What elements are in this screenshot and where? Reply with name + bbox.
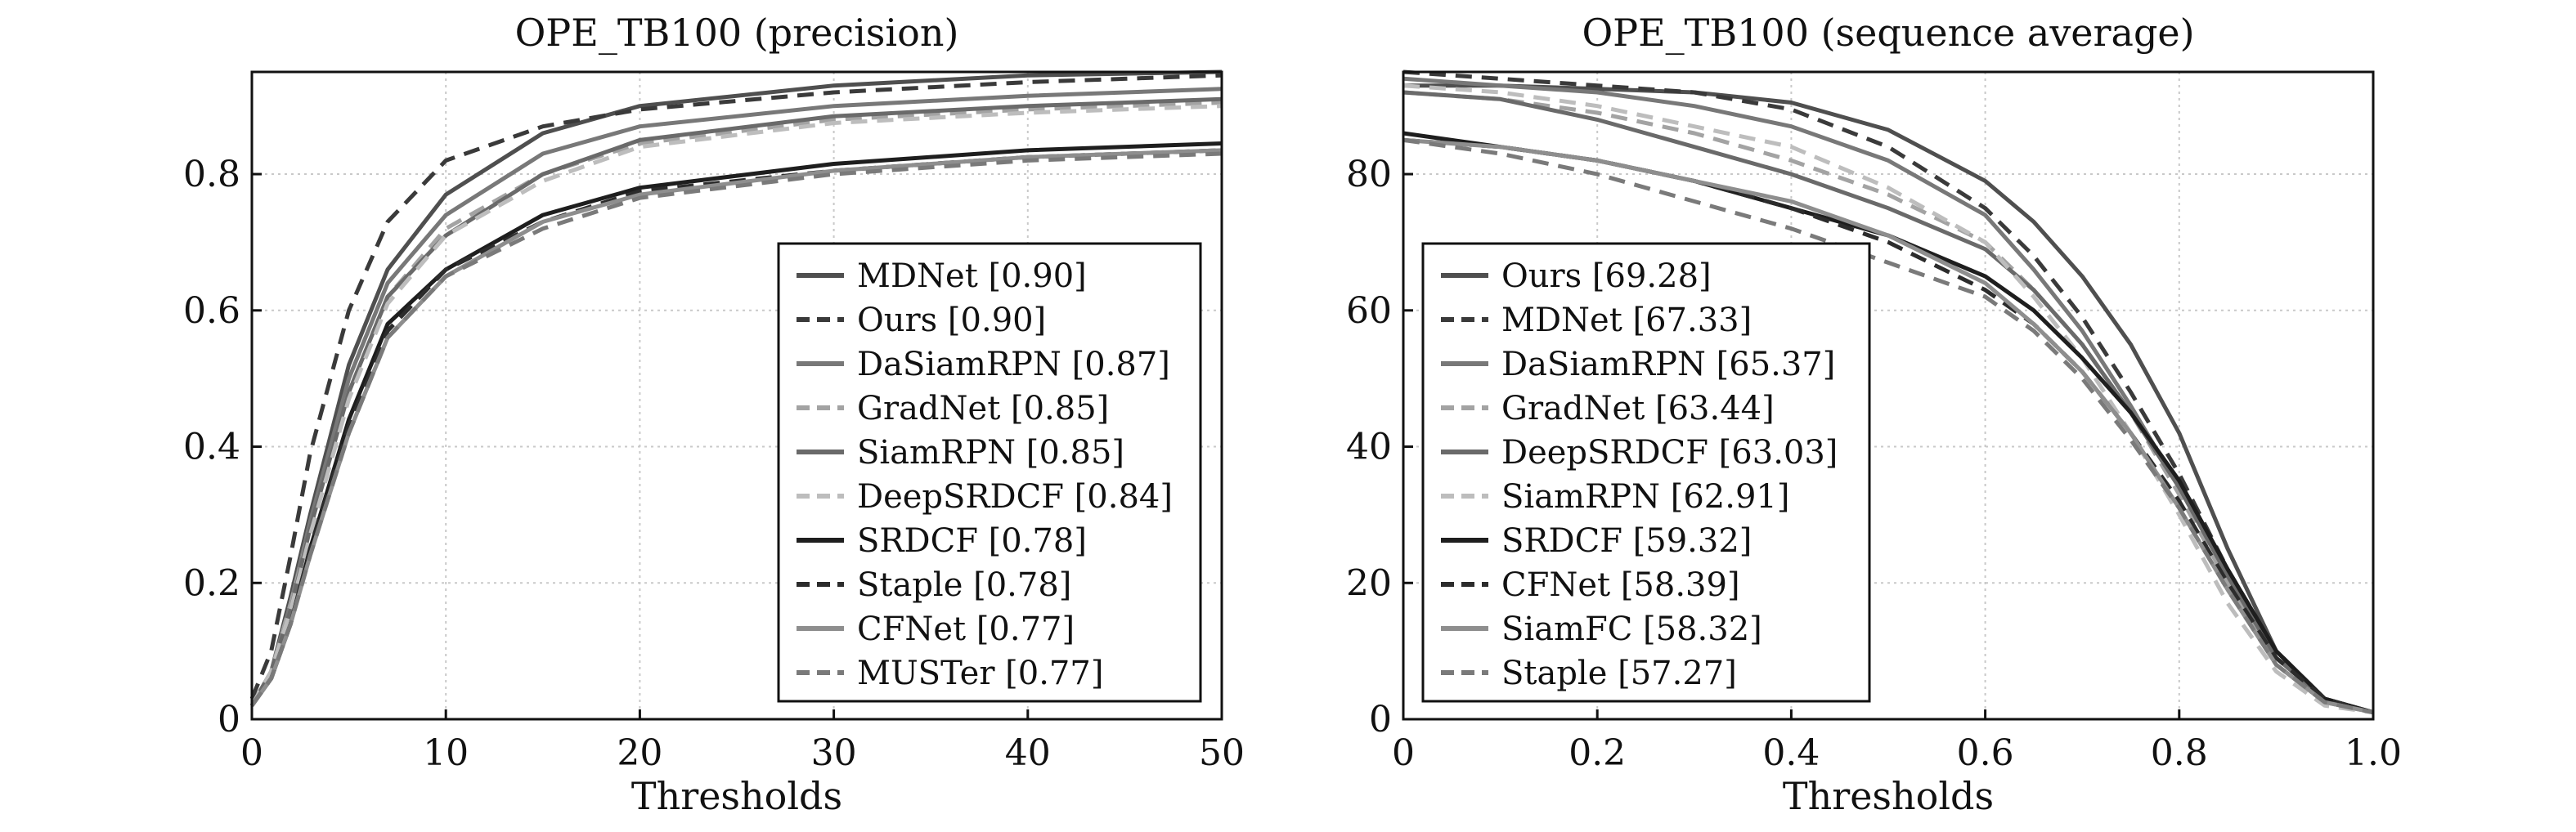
series-line-3	[249, 101, 1223, 707]
x-tick-label: 40	[1005, 732, 1051, 774]
y-tick-label: 0.8	[183, 154, 240, 195]
series-line-1	[249, 73, 1223, 700]
x-tick-label: 0.6	[1957, 732, 2014, 774]
legend: MDNet [0.90] Ours [0.90] DaSiamRPN [0.87] G…	[777, 242, 1202, 703]
series-line-5	[249, 104, 1223, 707]
legend-label-0: Ours [69.28]	[1501, 257, 1712, 295]
legend-label-4: SiamRPN [0.85]	[857, 434, 1124, 472]
x-tick-label: 30	[811, 732, 857, 774]
legend-label-8: SiamFC [58.32]	[1501, 611, 1762, 648]
series-line-9	[1402, 137, 2374, 715]
legend: Ours [69.28] MDNet [67.33] DaSiamRPN [65.3…	[1421, 242, 1871, 703]
series-line-5	[1402, 83, 2374, 715]
y-tick-label: 0	[218, 699, 240, 740]
x-axis-label: Thresholds	[631, 774, 842, 818]
legend-label-3: GradNet [63.44]	[1501, 390, 1775, 427]
y-tick-label: 20	[1346, 562, 1392, 604]
y-tick-label: 60	[1346, 290, 1392, 332]
legend-label-9: MUSTer [0.77]	[857, 655, 1103, 692]
legend-box	[1421, 242, 1871, 703]
legend-label-9: Staple [57.27]	[1501, 655, 1737, 692]
legend-label-0: MDNet [0.90]	[857, 257, 1087, 295]
y-tick-label: 80	[1346, 154, 1392, 195]
x-tick-label: 10	[423, 732, 469, 774]
legend-label-1: MDNet [67.33]	[1501, 302, 1752, 339]
legend-label-5: DeepSRDCF [0.84]	[857, 478, 1173, 516]
x-tick-label: 0.8	[2151, 732, 2208, 774]
y-tick-label: 0.2	[183, 562, 240, 604]
x-tick-label: 1.0	[2345, 732, 2402, 774]
y-tick-label: 40	[1346, 427, 1392, 468]
series-line-9	[249, 151, 1223, 707]
legend-label-2: DaSiamRPN [0.87]	[857, 346, 1170, 383]
chart-title: OPE_TB100 (precision)	[515, 11, 959, 55]
x-tick-label: 0	[240, 732, 263, 774]
legend-label-2: DaSiamRPN [65.37]	[1501, 346, 1835, 383]
y-tick-label: 0.6	[183, 290, 240, 332]
sequence-average-chart-panel: 0 0.2 0.4 0.6 0.8 1.0 0 20 40 60 80 OPE_TB100 (sequ…	[1346, 11, 2402, 818]
plot-frame	[1402, 70, 2375, 721]
y-tick-label: 0.4	[183, 427, 240, 468]
x-tick-label: 0.2	[1568, 732, 1626, 774]
legend-label-6: SRDCF [0.78]	[857, 522, 1087, 560]
x-tick-label: 20	[617, 732, 662, 774]
legend-box	[777, 242, 1202, 703]
legend-label-4: DeepSRDCF [63.03]	[1501, 434, 1838, 472]
series-line-0	[1403, 83, 2374, 715]
x-tick-label: 0.4	[1762, 732, 1820, 774]
legend-label-1: Ours [0.90]	[857, 302, 1046, 339]
legend-label-6: SRDCF [59.32]	[1501, 522, 1752, 560]
plot-frame	[250, 70, 1223, 721]
x-tick-label: 0	[1392, 732, 1415, 774]
legend-label-7: CFNet [58.39]	[1501, 566, 1740, 604]
legend-label-5: SiamRPN [62.91]	[1501, 478, 1789, 516]
legend-label-3: GradNet [0.85]	[857, 390, 1109, 427]
x-tick-label: 50	[1199, 732, 1245, 774]
legend-label-8: CFNet [0.77]	[857, 611, 1075, 648]
x-axis-label: Thresholds	[1783, 774, 1994, 818]
chart-title: OPE_TB100 (sequence average)	[1582, 11, 2194, 55]
precision-chart-panel: 0 10 20 30 40 50 0 0.2 0.4 0.6 0.8 OPE_TB100 (preci…	[183, 11, 1245, 818]
legend-label-7: Staple [0.78]	[857, 566, 1071, 604]
y-tick-label: 0	[1369, 699, 1392, 740]
